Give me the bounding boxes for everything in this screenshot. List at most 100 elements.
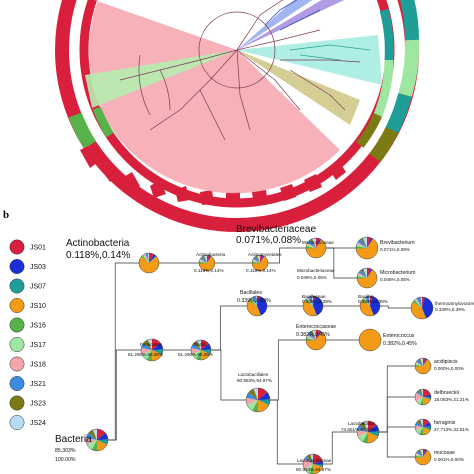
pie-slice (306, 331, 326, 351)
pie-slice (415, 421, 423, 427)
legend-item: JS17 (9, 337, 46, 352)
legend-swatch (9, 259, 25, 274)
pie-slice (257, 296, 260, 306)
pie-slice (370, 296, 373, 306)
node-label: Micrococcineae (302, 240, 334, 245)
pie-slice (304, 464, 313, 474)
node-pie (414, 418, 432, 436)
node-label: acidipiscis (434, 359, 458, 365)
node-pie (140, 338, 164, 362)
pie-outline (140, 338, 164, 362)
pie-slice (147, 339, 152, 350)
pie-outline (356, 267, 378, 289)
pie-outline (414, 418, 432, 436)
legend-item: JS01 (9, 239, 46, 255)
pie-slice (361, 268, 367, 278)
pie-slice (416, 297, 422, 308)
pie-slice (97, 432, 108, 440)
pie-slice (141, 347, 152, 355)
pie-outline (245, 387, 271, 413)
clade-wedge-blue (237, 0, 313, 50)
pie-slice (307, 454, 313, 464)
pie-slice (358, 269, 367, 278)
pie-slice (253, 256, 260, 263)
pie-slice (415, 363, 423, 366)
pie-slice (307, 239, 316, 248)
pie-slice (304, 298, 313, 306)
pie-slice (306, 246, 316, 249)
pie-slice (368, 296, 370, 306)
legend-item: JS18 (9, 356, 46, 372)
clade-wedge-light-green (85, 50, 237, 108)
node-label: 0.339%,0.39% (302, 299, 332, 304)
legend-label: JS17 (30, 342, 46, 349)
tree-nodes: Actinobacteria0.118%,0.14%Brevibacteriac… (55, 224, 474, 474)
pie-outline (414, 388, 432, 406)
pie-slice (199, 261, 207, 264)
node-label: Bacillaceae (302, 294, 326, 299)
pie-slice (149, 255, 157, 263)
node-label: Brevibacterium (380, 240, 415, 246)
pie-slice (420, 449, 423, 457)
pie-slice (356, 242, 367, 248)
pie-slice (152, 350, 162, 361)
legend-item: JS10 (9, 298, 46, 313)
ring-segment-olive-mid (356, 113, 383, 148)
node-label: thermoamylovorans (435, 301, 474, 306)
pie-slice (422, 297, 425, 308)
pie-slice (310, 330, 316, 340)
legend-label: JS18 (30, 362, 46, 369)
pie-outline (355, 236, 379, 260)
node-label: 0.382%,0.45% (383, 341, 417, 347)
circular-phylogenetic-tree (55, 0, 420, 232)
pie-slice (139, 256, 159, 273)
legend-item: JS24 (9, 415, 46, 430)
pie-slice (91, 440, 97, 451)
pie-slice (260, 255, 265, 263)
pie-slice (306, 336, 316, 340)
pie-slice (423, 449, 426, 457)
legend-label: JS07 (30, 284, 46, 291)
legend-item: JS03 (9, 259, 46, 274)
pie-slice (201, 349, 211, 355)
bar-ring (80, 146, 346, 206)
node-label: 81.290%,95.36% (128, 352, 163, 357)
node-label: 0.382%,0.45% (296, 332, 330, 338)
pie-slice (420, 358, 423, 366)
pie-slice (422, 297, 433, 319)
pie-slice (309, 464, 313, 474)
pie-slice (363, 297, 370, 306)
legend-swatch (9, 278, 25, 294)
node-label: 100.00% (55, 457, 76, 463)
pie-slice (252, 258, 260, 263)
pie-slice (423, 397, 431, 405)
pie-slice (415, 450, 431, 465)
pie-slice (360, 300, 374, 316)
pie-slice (367, 237, 373, 248)
pie-slice (357, 274, 367, 278)
pie-slice (423, 358, 426, 366)
legend-label: JS16 (30, 323, 46, 330)
pie-slice (310, 238, 316, 248)
pie-slice (415, 359, 431, 374)
pie-outline (302, 295, 324, 317)
pie-slice (303, 300, 317, 316)
pie-slice (316, 238, 320, 248)
pie-slice (252, 260, 260, 263)
pie-slice (312, 238, 316, 248)
pie-slice (423, 427, 431, 435)
pie-slice (200, 256, 207, 263)
node-label: 85.303% (55, 448, 76, 454)
legend-label: JS24 (30, 420, 46, 427)
node-label: Firmicutes (140, 342, 162, 347)
legend-label: JS21 (30, 381, 46, 388)
pie-slice (307, 331, 316, 340)
pie-slice (149, 253, 154, 263)
pie-slice (152, 339, 161, 350)
pie-slice (415, 361, 423, 366)
pie-slice (368, 421, 377, 432)
pie-slice (420, 397, 423, 405)
pie-slice (306, 244, 316, 248)
pie-outline (302, 453, 324, 474)
node-label: Actinomycetales (248, 252, 282, 257)
